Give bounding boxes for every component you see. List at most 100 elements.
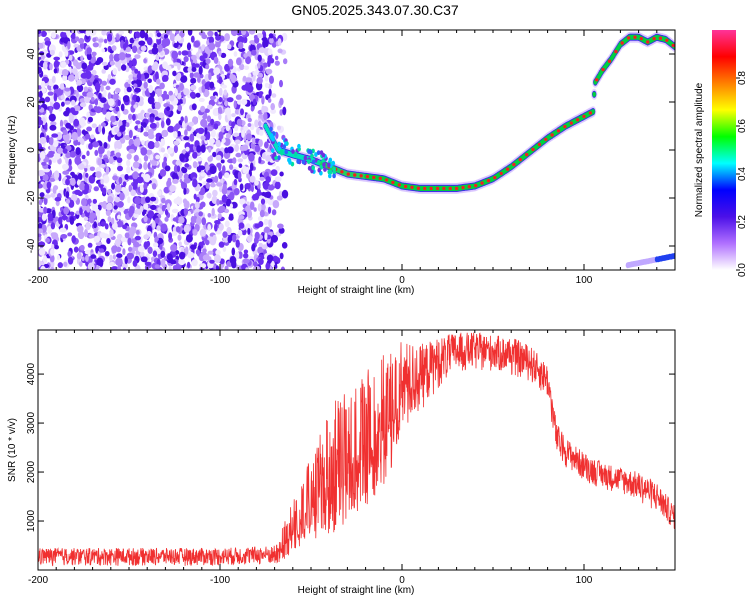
ridge-peak — [665, 38, 669, 42]
noise-speck — [212, 189, 218, 197]
noise-speck — [207, 223, 212, 232]
noise-speck — [252, 98, 257, 106]
ridge-peak — [556, 129, 561, 133]
noise-speck — [160, 51, 164, 56]
noise-speck — [114, 140, 122, 146]
noise-speck — [218, 76, 223, 85]
noise-speck — [152, 220, 156, 230]
noise-speck — [250, 184, 254, 193]
noise-speck — [112, 175, 118, 181]
noise-speck — [166, 65, 172, 71]
noise-speck — [184, 246, 189, 255]
noise-speck — [128, 60, 133, 69]
ridge-peak — [671, 43, 675, 48]
noise-speck — [216, 198, 220, 206]
noise-speck — [237, 229, 243, 237]
noise-speck — [249, 162, 254, 171]
noise-speck — [116, 34, 120, 41]
noise-speck — [178, 241, 182, 247]
noise-speck — [192, 116, 198, 125]
noise-speck — [112, 93, 119, 100]
noise-speck — [225, 133, 231, 139]
noise-speck — [183, 88, 190, 96]
noise-speck — [45, 237, 50, 243]
ridge-body — [591, 109, 595, 115]
noise-speck — [127, 196, 131, 204]
noise-speck — [207, 236, 215, 242]
ridge-peak — [499, 171, 503, 176]
noise-speck — [198, 211, 203, 217]
noise-speck — [200, 135, 206, 141]
noise-speck — [256, 33, 264, 39]
noise-speck — [233, 51, 238, 57]
noise-speck — [271, 93, 277, 98]
ridge-peak — [588, 111, 593, 115]
noise-speck — [231, 234, 237, 243]
noise-speck — [38, 222, 43, 229]
noise-speck — [49, 136, 54, 146]
noise-speck — [140, 256, 148, 263]
noise-speck — [132, 171, 139, 180]
ridge-scatter — [269, 126, 273, 132]
snr-series — [38, 332, 675, 567]
colorbar-tick-label: 0.0 — [737, 263, 748, 277]
noise-speck — [126, 159, 131, 167]
noise-speck — [208, 72, 212, 81]
noise-speck — [208, 42, 216, 51]
noise-speck — [77, 225, 84, 233]
noise-speck — [151, 160, 158, 166]
noise-speck — [270, 108, 277, 114]
noise-speck — [147, 108, 153, 113]
noise-speck — [190, 244, 197, 250]
ridge-scatter — [322, 162, 326, 168]
noise-speck — [281, 189, 289, 199]
noise-speck — [147, 210, 155, 219]
noise-speck — [128, 74, 135, 80]
noise-speck — [190, 77, 197, 84]
noise-speck — [218, 223, 224, 231]
noise-speck — [84, 229, 88, 238]
spectrogram-x-label: Height of straight line (km) — [298, 285, 415, 296]
noise-speck — [155, 71, 159, 80]
noise-speck — [173, 144, 178, 154]
noise-speck — [145, 112, 151, 118]
noise-speck — [149, 116, 154, 123]
noise-speck — [85, 254, 89, 262]
noise-speck — [49, 124, 57, 131]
noise-speck — [67, 40, 71, 50]
noise-speck — [246, 114, 251, 119]
ridge-scatter — [310, 153, 314, 159]
noise-speck — [185, 234, 193, 243]
noise-speck — [201, 217, 207, 226]
noise-speck — [227, 187, 233, 192]
noise-speck — [85, 222, 91, 231]
noise-speck — [188, 121, 195, 127]
noise-speck — [175, 196, 183, 206]
noise-speck — [170, 244, 178, 252]
noise-speck — [122, 95, 130, 103]
noise-speck — [131, 58, 137, 67]
noise-speck — [124, 174, 129, 180]
noise-speck — [143, 183, 148, 190]
ridge-peak — [601, 67, 605, 72]
noise-speck — [66, 30, 71, 37]
noise-speck — [61, 69, 69, 77]
noise-speck — [258, 91, 264, 96]
noise-speck — [116, 253, 123, 259]
y-tick-label: 4000 — [26, 363, 37, 386]
noise-speck — [179, 153, 185, 162]
noise-speck — [279, 252, 284, 260]
noise-speck — [261, 152, 266, 160]
noise-speck — [210, 182, 216, 188]
noise-speck — [52, 140, 59, 148]
noise-speck — [230, 74, 237, 83]
noise-speck — [133, 104, 138, 109]
noise-speck — [151, 46, 159, 55]
noise-speck — [241, 30, 247, 36]
noise-speck — [101, 126, 106, 135]
noise-speck — [109, 78, 116, 85]
noise-speck — [88, 143, 93, 150]
noise-speck — [193, 193, 197, 200]
noise-speck — [132, 45, 138, 54]
noise-speck — [78, 37, 85, 44]
